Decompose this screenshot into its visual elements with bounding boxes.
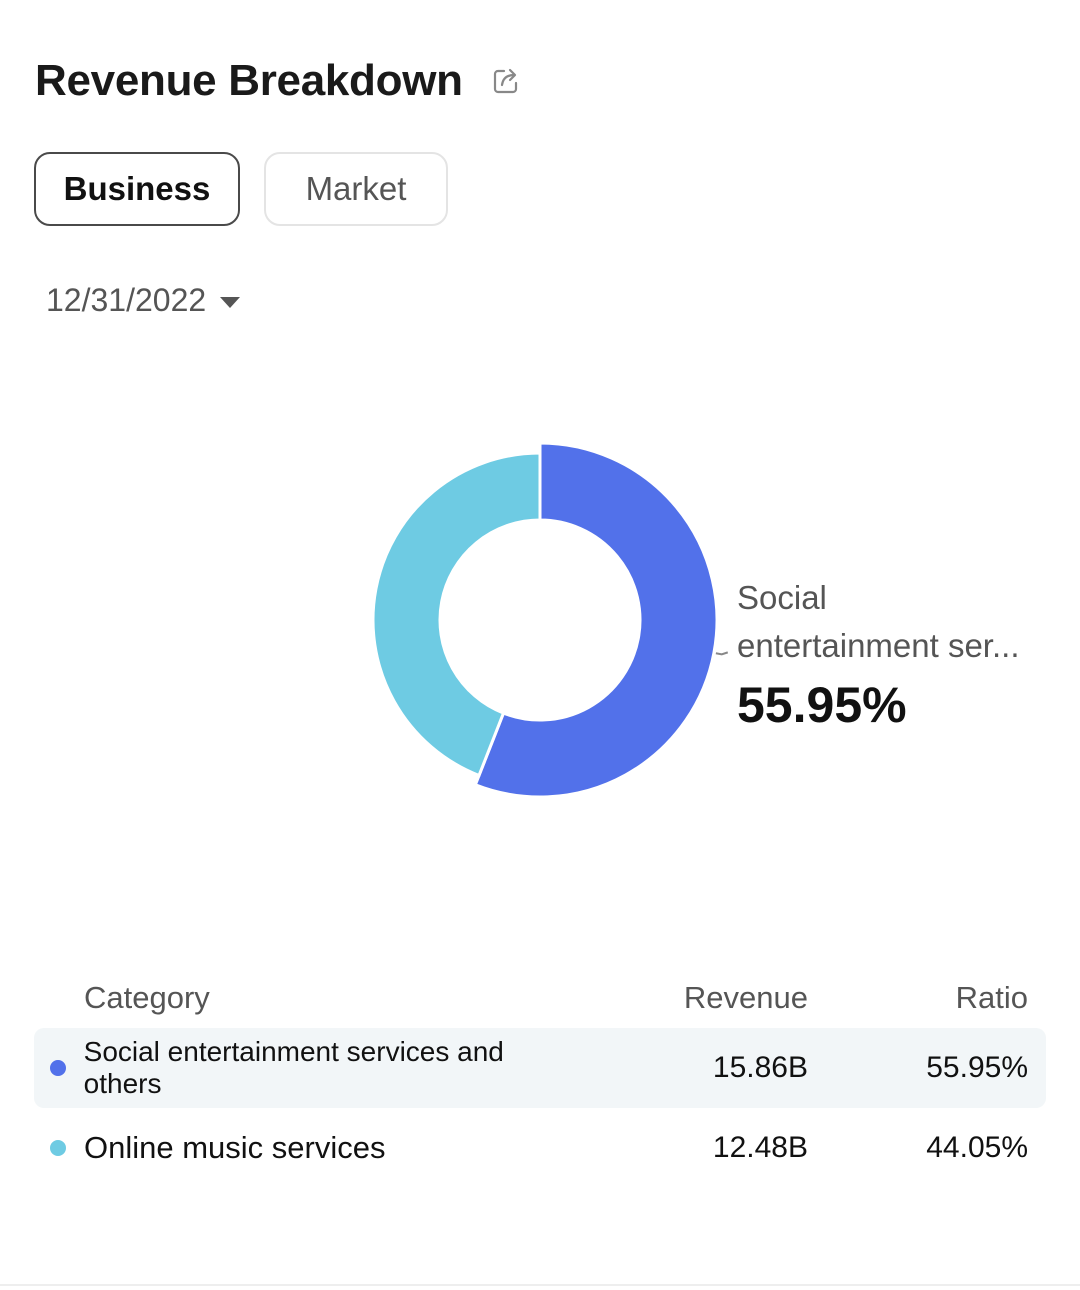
callout-label: Social entertainment ser... [737, 574, 1057, 670]
date-value: 12/31/2022 [46, 282, 207, 318]
callout-name-line1: Social [737, 579, 827, 616]
row-ratio: 55.95% [926, 1051, 1028, 1084]
callout-percent: 55.95% [737, 677, 907, 733]
callout-leader-line [715, 651, 729, 656]
tab-business[interactable]: Business [34, 152, 240, 226]
caret-down-icon [220, 296, 241, 308]
callout-name-line2: entertainment ser... [737, 627, 1020, 664]
segment-tabs: Business Market [34, 152, 448, 226]
row-revenue: 12.48B [712, 1131, 808, 1164]
header-category: Category [84, 980, 210, 1015]
divider [0, 1284, 1080, 1286]
header-revenue: Revenue [683, 980, 808, 1015]
legend-dot [50, 1060, 66, 1076]
row-ratio: 44.05% [926, 1131, 1028, 1164]
breakdown-table: Category Revenue Ratio Social entertainm… [34, 968, 1046, 1188]
row-category: Online music services [84, 1130, 386, 1165]
table-row[interactable]: Social entertainment services and others… [34, 1028, 1046, 1108]
date-dropdown[interactable]: 12/31/2022 [46, 282, 241, 319]
donut-chart [371, 441, 729, 799]
title-row: Revenue Breakdown [35, 56, 523, 106]
donut-slice-1[interactable] [371, 451, 542, 778]
row-revenue: 15.86B [712, 1051, 808, 1084]
legend-dot [50, 1140, 66, 1156]
row-category: Social entertainment services and others [83, 1036, 504, 1099]
header-ratio: Ratio [955, 980, 1028, 1015]
table-header: Category Revenue Ratio [34, 968, 1046, 1028]
donut-slice-0[interactable] [473, 441, 719, 799]
share-icon[interactable] [489, 64, 523, 98]
tab-market[interactable]: Market [264, 152, 448, 226]
table-row[interactable]: Online music services 12.48B 44.05% [34, 1108, 1046, 1188]
page-title: Revenue Breakdown [35, 56, 463, 105]
